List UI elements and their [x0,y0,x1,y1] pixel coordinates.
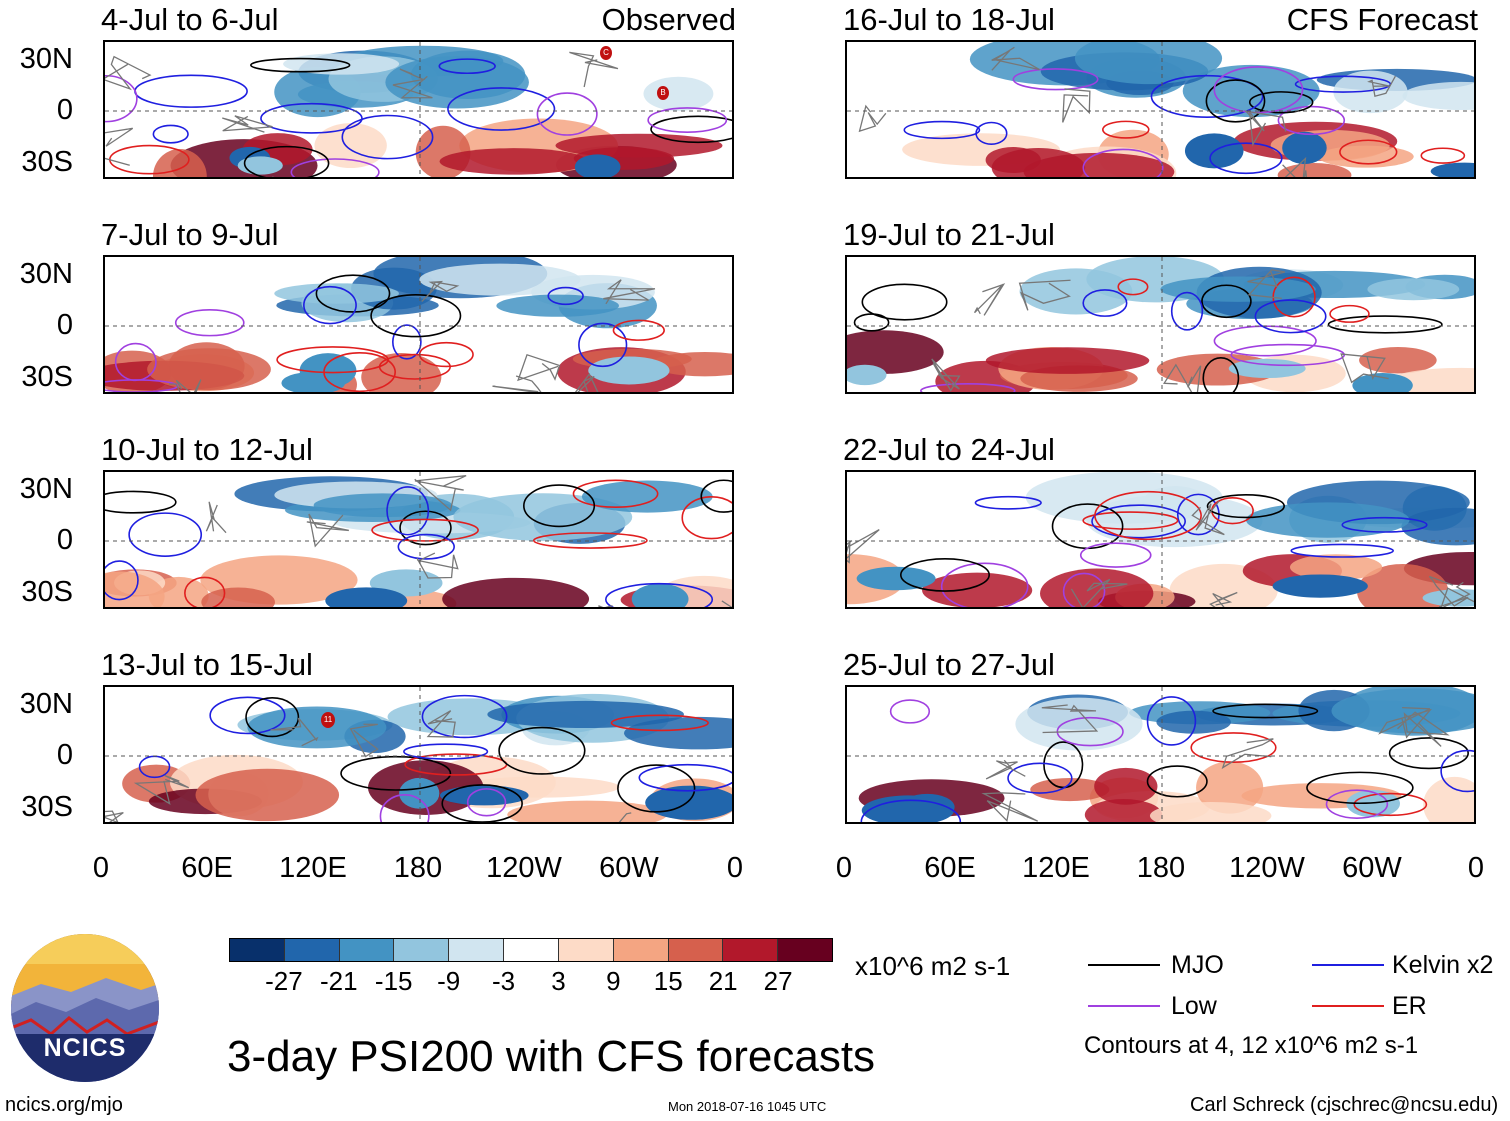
colorbar-swatch [339,939,395,961]
x-tick-label: 120W [486,852,562,884]
contours-note: Contours at 4, 12 x10^6 m2 s-1 [1084,1032,1419,1059]
x-tick-label: 180 [1136,852,1186,884]
storm-marker: C [600,46,612,60]
panel-title: 25-Jul to 27-Jul [843,647,1055,682]
x-tick-label: 120E [1022,852,1090,884]
footer-timestamp: Mon 2018-07-16 1045 UTC [668,1099,827,1114]
panel-title: 10-Jul to 12-Jul [101,432,313,467]
x-tick-label: 60E [181,852,233,884]
legend-label-kelvin: Kelvin x2 [1392,951,1494,979]
map-panel [103,255,734,394]
map-panel [103,40,734,179]
colorbar-tick-label: 3 [551,966,566,996]
y-tick-label: 30N [19,688,73,720]
y-tick-label: 30N [19,473,73,505]
y-tick-label: 0 [56,739,73,771]
colorbar-tick-label: -27 [265,966,303,996]
x-tick-label: 120E [279,852,347,884]
x-tick-label: 120W [1229,852,1305,884]
x-tick-label: 60E [924,852,976,884]
ncics-logo: NCICS [11,934,159,1082]
cfs-forecast-label: CFS Forecast [1286,2,1478,37]
legend-line-er [1312,1005,1384,1007]
colorbar-swatch [504,939,559,961]
observed-label: Observed [601,2,736,37]
map-panel [845,685,1476,824]
panel-title: 7-Jul to 9-Jul [101,217,279,252]
map-panel [845,255,1476,394]
map-panel [845,470,1476,609]
y-tick-label: 30S [21,146,73,178]
map-panel [103,685,734,824]
colorbar-tick-label: -3 [491,966,516,996]
x-tick-label: 0 [835,852,853,884]
x-tick-label: 60W [1342,852,1402,884]
colorbar-tick-label: 15 [653,966,683,996]
y-tick-label: 30S [21,791,73,823]
footer-url: ncics.org/mjo [5,1094,123,1116]
colorbar-tick-label: -15 [374,966,413,996]
colorbar-units: x10^6 m2 s-1 [855,951,1011,981]
colorbar-swatch [230,939,285,961]
footer-author: Carl Schreck (cjschrec@ncsu.edu) [1190,1094,1499,1116]
colorbar-swatch [613,939,669,961]
colorbar-swatch [723,939,779,961]
y-tick-label: 0 [56,309,73,341]
colorbar-swatch [284,939,340,961]
storm-marker: B [657,86,669,100]
colorbar-swatch [394,939,450,961]
main-title: 3-day PSI200 with CFS forecasts [227,1032,876,1081]
x-tick-label: 0 [92,852,110,884]
colorbar-swatch [558,939,614,961]
legend-label-er: ER [1392,992,1427,1020]
map-panel [103,470,734,609]
colorbar-tick-label: -9 [437,966,461,996]
legend-label-low: Low [1171,992,1217,1020]
y-tick-label: 30S [21,361,73,393]
colorbar-swatch [778,939,832,961]
colorbar-swatch [668,939,724,961]
y-tick-label: 30N [19,43,73,75]
y-tick-label: 30S [21,576,73,608]
x-tick-label: 60W [599,852,659,884]
y-tick-label: 0 [56,524,73,556]
panel-title: 22-Jul to 24-Jul [843,432,1055,467]
colorbar-tick-label: 27 [763,966,793,996]
legend-line-low [1088,1005,1160,1007]
legend-label-mjo: MJO [1171,951,1224,979]
y-tick-label: 0 [56,94,73,126]
colorbar-tick-label: 9 [606,966,621,996]
panel-title: 4-Jul to 6-Jul [101,2,279,37]
panel-title: 13-Jul to 15-Jul [101,647,313,682]
colorbar-tick-label: -21 [320,966,358,996]
legend-line-mjo [1088,964,1160,966]
legend-line-kelvin [1312,964,1384,966]
x-tick-label: 0 [1467,852,1485,884]
colorbar-swatch [449,939,505,961]
colorbar [229,938,833,962]
x-tick-label: 0 [726,852,744,884]
colorbar-tick-label: 21 [708,966,738,996]
storm-marker: 11 [321,712,335,728]
panel-title: 19-Jul to 21-Jul [843,217,1055,252]
panel-title: 16-Jul to 18-Jul [843,2,1055,37]
x-tick-label: 180 [393,852,443,884]
logo-text: NCICS [43,1034,127,1062]
map-panel [845,40,1476,179]
y-tick-label: 30N [19,258,73,290]
